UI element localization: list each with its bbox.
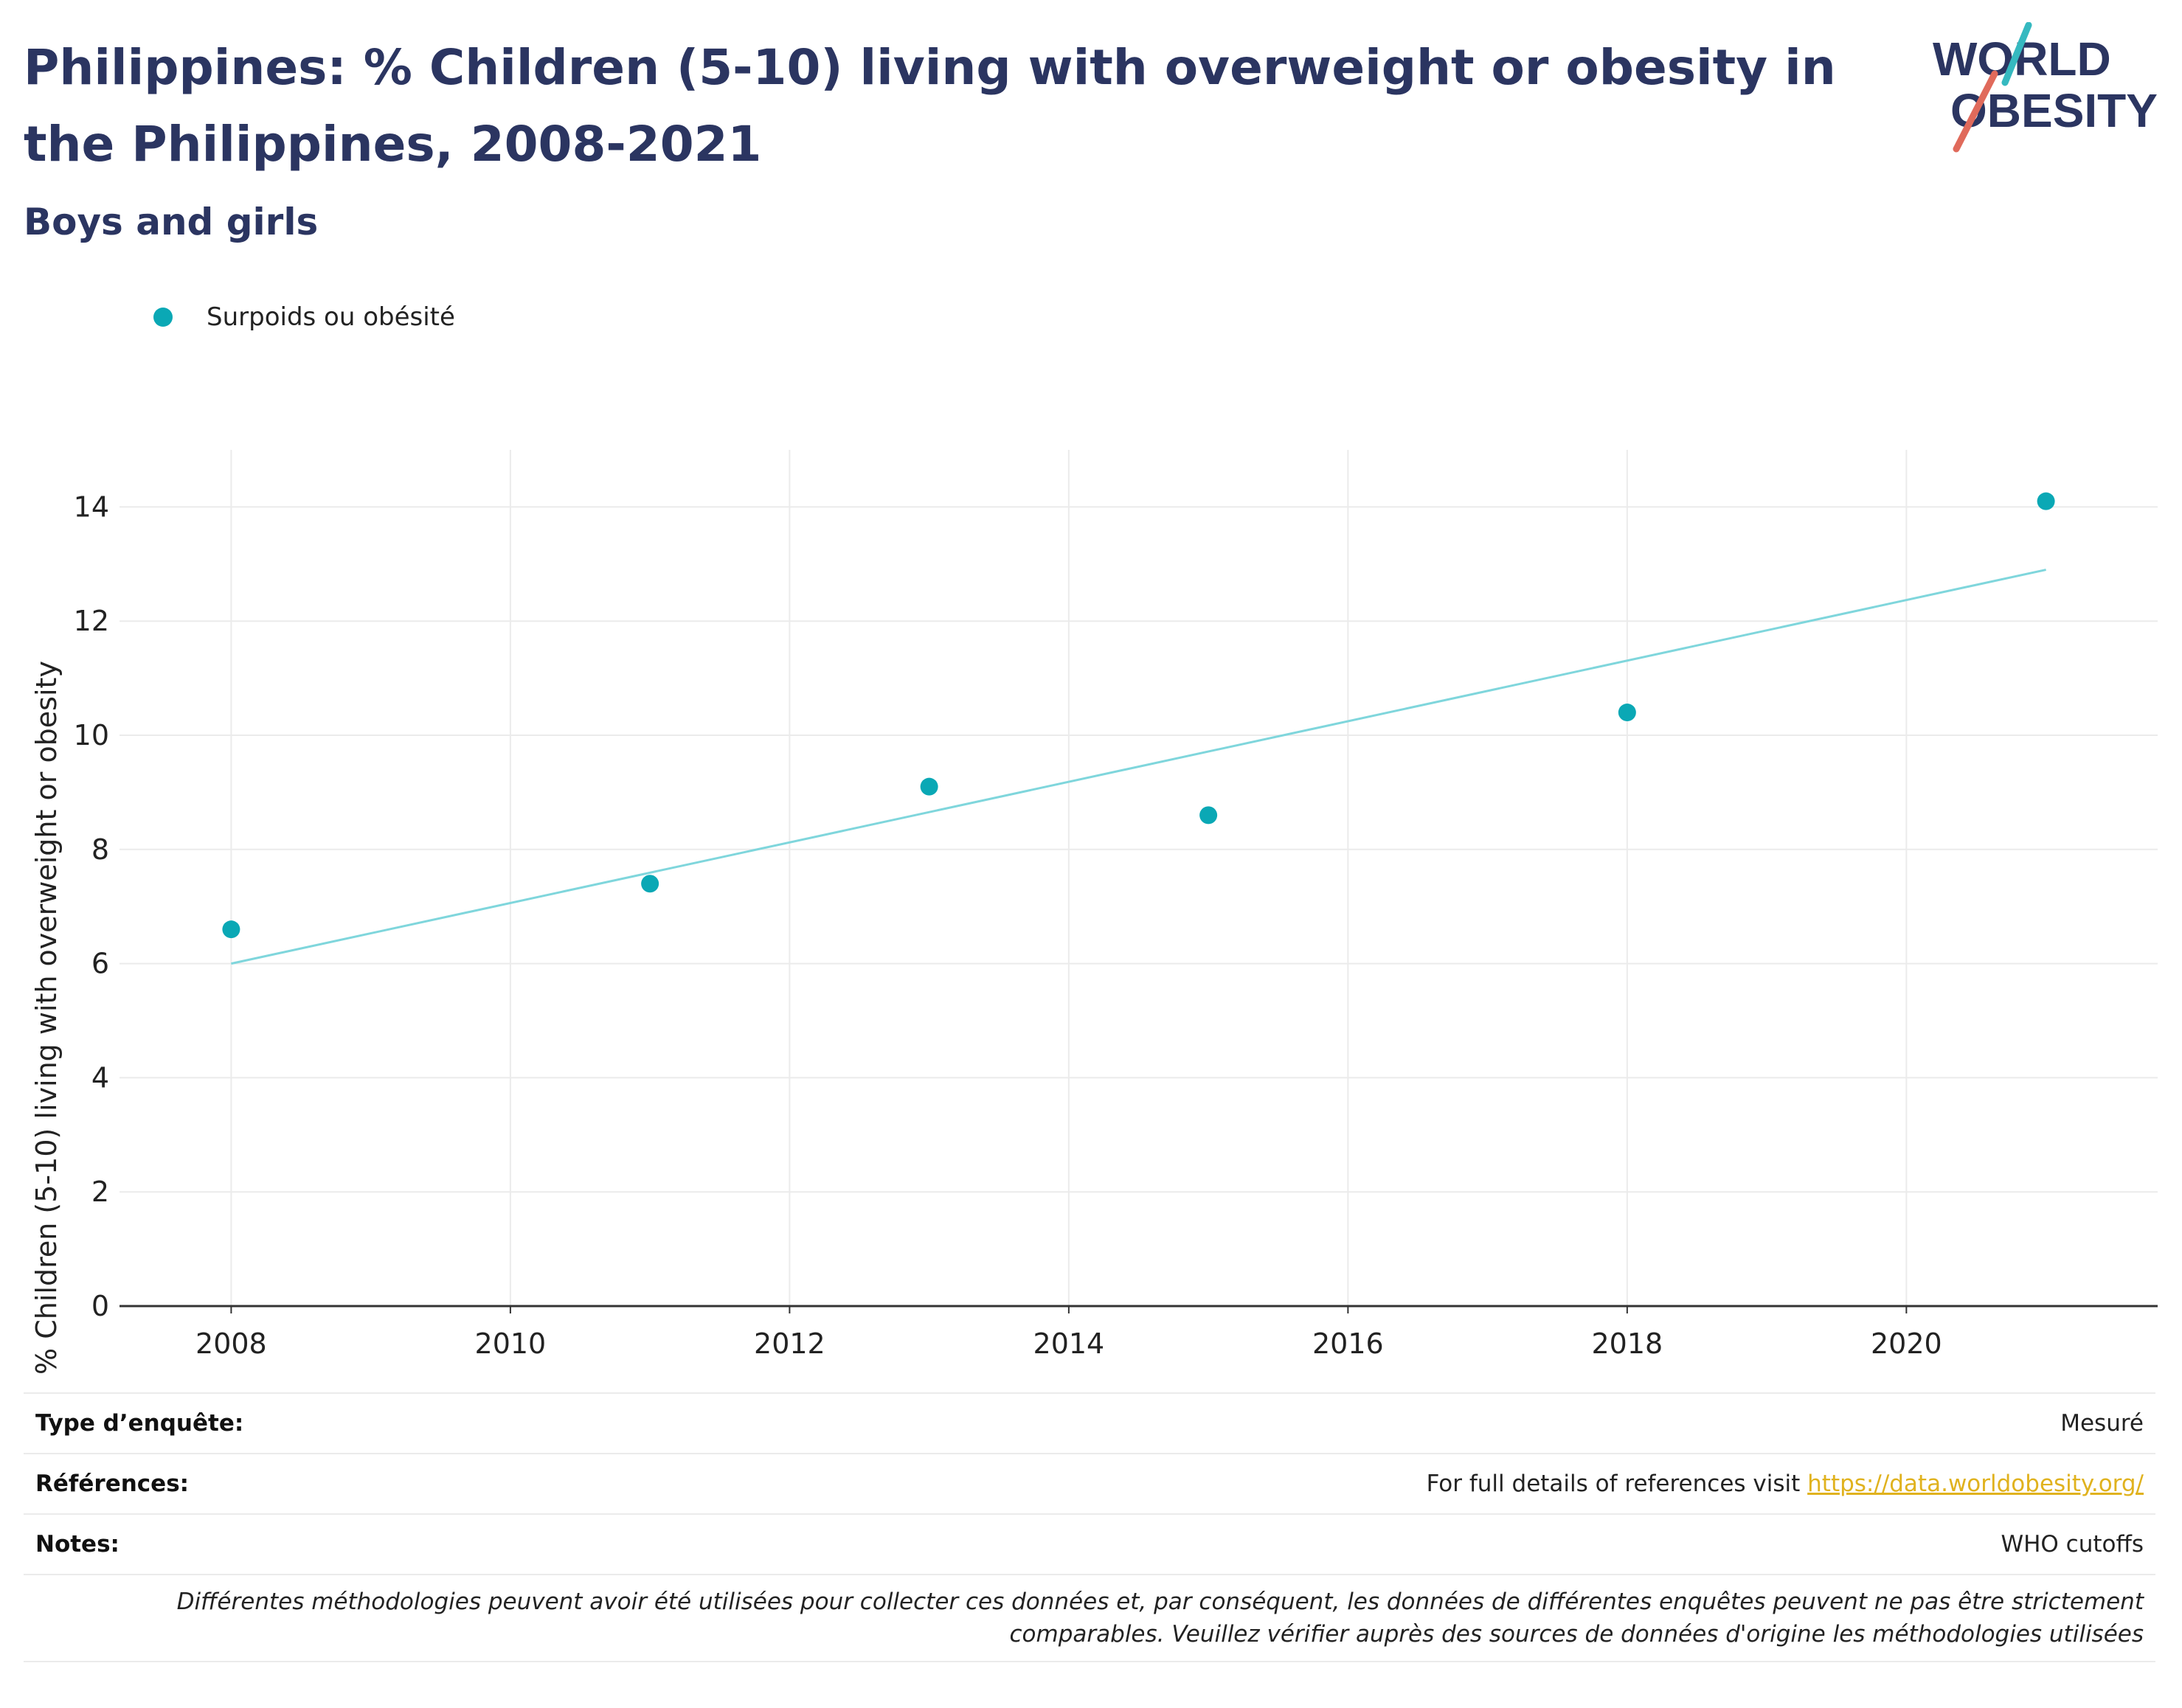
y-tick-label: 12 xyxy=(74,605,109,637)
x-tick-label: 2008 xyxy=(195,1327,267,1360)
chart-subtitle: Boys and girls xyxy=(24,201,319,243)
references-value: For full details of references visit htt… xyxy=(1427,1471,2144,1497)
y-tick-label: 0 xyxy=(91,1290,109,1322)
data-point xyxy=(222,920,240,939)
x-tick-label: 2012 xyxy=(754,1327,825,1360)
y-tick-label: 10 xyxy=(74,719,109,751)
scatter-chart: 2008 2010 2012 2014 2016 2018 202002468101214 … xyxy=(30,450,2158,1375)
trendline-layer xyxy=(231,569,2046,965)
info-table: Type d’enquête: Mesuré Références: For f… xyxy=(24,1392,2155,1662)
axis-layer: 2008 2010 2012 2014 2016 2018 2020 0 2 4 6 8 10 12 14 xyxy=(74,490,2158,1360)
notes-label: Notes: xyxy=(35,1531,120,1558)
data-points-layer xyxy=(222,492,2055,939)
logo-slash-red xyxy=(1953,70,1998,153)
world-obesity-logo: WORLD OBESITY xyxy=(1933,22,2158,153)
x-tick-label: 2018 xyxy=(1592,1327,1663,1360)
references-text: For full details of references visit xyxy=(1426,1471,1808,1497)
y-tick-label: 6 xyxy=(91,948,109,980)
references-row: Références: For full details of referenc… xyxy=(24,1453,2155,1513)
legend-marker xyxy=(153,308,173,327)
references-label: Références: xyxy=(35,1471,190,1497)
data-point xyxy=(2037,492,2055,510)
y-axis-title: % Children (5-10) living with overweight… xyxy=(30,661,63,1375)
x-tick-label: 2014 xyxy=(1033,1327,1105,1360)
grid-layer xyxy=(120,450,2158,1306)
legend-label: Surpoids ou obésité xyxy=(207,302,455,332)
x-tick-label: 2020 xyxy=(1871,1327,1942,1360)
logo-text-obesity: OBESITY xyxy=(1950,84,2158,137)
logo-slash-teal xyxy=(2001,22,2032,86)
y-tick-label: 8 xyxy=(91,833,109,866)
data-point xyxy=(1199,806,1218,825)
references-link[interactable]: https://data.worldobesity.org/ xyxy=(1807,1471,2144,1497)
data-point xyxy=(1618,704,1636,722)
x-tick-label: 2010 xyxy=(475,1327,547,1360)
disclaimer-line-2: comparables. Veuillez vérifier auprès de… xyxy=(1009,1621,2144,1648)
methodology-disclaimer: Différentes méthodologies peuvent avoir … xyxy=(24,1574,2155,1662)
trendline xyxy=(231,569,2046,965)
survey-type-label: Type d’enquête: xyxy=(35,1410,244,1437)
data-point xyxy=(641,875,659,893)
x-tick-label: 2016 xyxy=(1312,1327,1384,1360)
y-tick-label: 2 xyxy=(91,1176,109,1208)
y-tick-label: 14 xyxy=(74,490,109,523)
survey-type-value: Mesuré xyxy=(2060,1410,2144,1437)
y-tick-label: 4 xyxy=(91,1061,109,1094)
notes-row: Notes: WHO cutoffs xyxy=(24,1513,2155,1574)
disclaimer-line-1: Différentes méthodologies peuvent avoir … xyxy=(176,1589,2144,1615)
survey-type-row: Type d’enquête: Mesuré xyxy=(24,1392,2155,1453)
legend: Surpoids ou obésité xyxy=(153,295,455,339)
data-point xyxy=(920,777,938,796)
chart-title: Philippines: % Children (5-10) living wi… xyxy=(24,39,1836,173)
notes-value: WHO cutoffs xyxy=(2001,1531,2144,1558)
